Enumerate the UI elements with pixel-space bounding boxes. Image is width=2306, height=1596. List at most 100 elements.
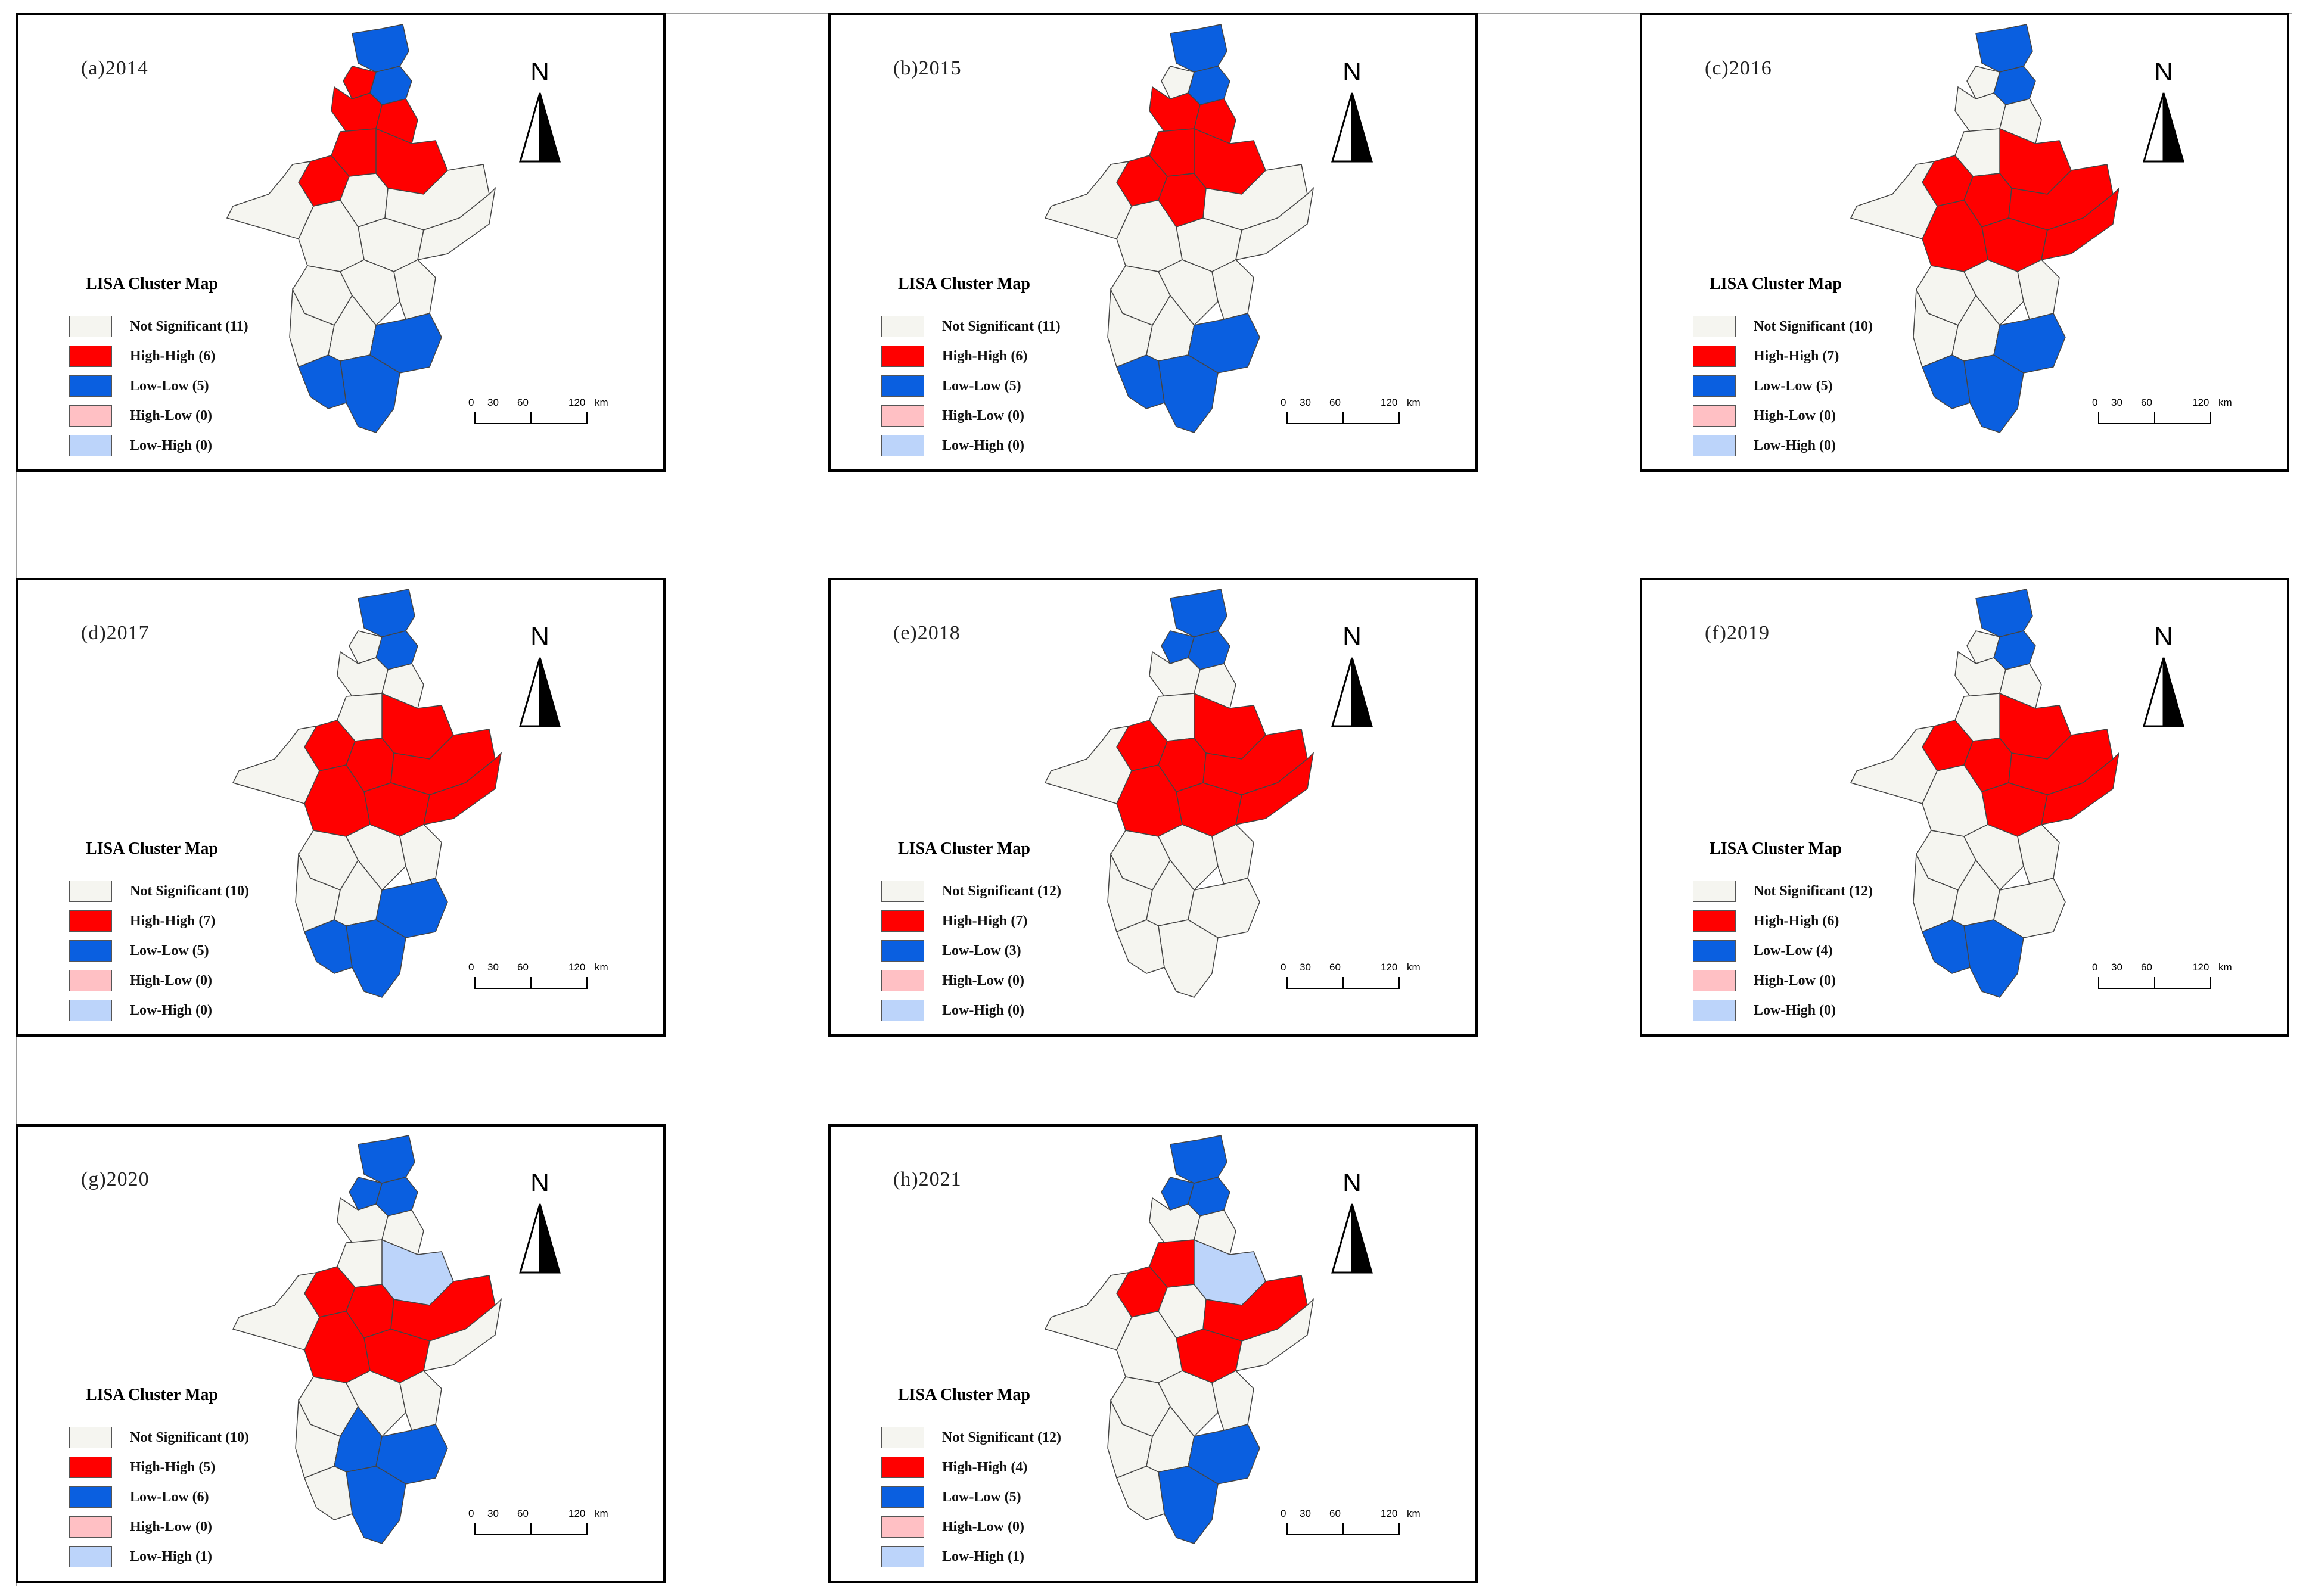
legend-low-low: Low-Low (5) (1693, 371, 1873, 401)
scale-unit: km (1407, 397, 1421, 408)
district-region (340, 354, 400, 433)
district-region (1116, 354, 1165, 409)
panel-title: (a)2014 (81, 57, 148, 79)
district-region (1235, 1298, 1314, 1371)
district-region (358, 589, 415, 637)
district-region (2017, 259, 2060, 320)
panel-title: (f)2019 (1705, 622, 1770, 644)
scale-tick-label: 30 (487, 962, 499, 973)
legend-label: High-Low (0) (1754, 407, 1836, 424)
legend-high-low: High-Low (0) (881, 1512, 1061, 1542)
legend: LISA Cluster Map Not Significant (10) Hig… (1693, 275, 1873, 461)
choropleth-map (1850, 589, 2120, 998)
legend: LISA Cluster Map Not Significant (12) Hig… (881, 839, 1061, 1025)
north-arrow: N (519, 57, 561, 164)
legend-label: Low-Low (5) (130, 942, 209, 959)
district-region (2041, 186, 2120, 260)
legend-low-low: Low-Low (4) (1693, 936, 1873, 966)
legend-high-low: High-Low (0) (69, 1512, 249, 1542)
district-region (346, 1466, 406, 1544)
legend-swatch (1693, 910, 1736, 932)
scale-tick-label: 60 (1329, 1508, 1341, 1519)
scale-tick-label: 30 (1300, 397, 1311, 408)
legend-low-low: Low-Low (5) (69, 371, 248, 401)
choropleth-map (232, 589, 502, 998)
legend-label: Low-High (0) (130, 1002, 212, 1018)
legend-high-high: High-High (6) (881, 341, 1061, 371)
north-arrow-icon (1331, 92, 1373, 163)
scale-unit: km (595, 962, 608, 973)
north-arrow-icon (2143, 92, 2184, 163)
legend-high-high: High-High (6) (1693, 906, 1873, 936)
scale-tick-label: 60 (517, 397, 529, 408)
scale-tick-label: 0 (2092, 397, 2098, 408)
legend-swatch (69, 375, 112, 397)
legend-high-high: High-High (7) (1693, 341, 1873, 371)
scale-unit: km (595, 397, 608, 408)
panel-title: (h)2021 (893, 1168, 962, 1190)
legend-label: Low-Low (5) (942, 1489, 1021, 1505)
scale-tick-label: 120 (568, 397, 586, 408)
scale-bar: 0 30 60 120 km (1281, 397, 1435, 433)
district-region (1044, 161, 1132, 239)
legend-low-high: Low-High (1) (881, 1542, 1061, 1572)
legend-high-low: High-Low (0) (69, 966, 249, 995)
legend-swatch (69, 970, 112, 991)
legend: LISA Cluster Map Not Significant (10) Hig… (69, 1386, 249, 1572)
choropleth-map (1044, 24, 1314, 433)
district-region (1850, 726, 1938, 804)
legend-swatch (881, 1486, 924, 1508)
legend-high-high: High-High (7) (881, 906, 1061, 936)
district-region (423, 1298, 502, 1371)
legend-not-significant: Not Significant (10) (1693, 312, 1873, 341)
scale-tick-label: 60 (517, 962, 529, 973)
legend-not-significant: Not Significant (10) (69, 1423, 249, 1452)
legend-not-significant: Not Significant (12) (1693, 876, 1873, 906)
scale-bar: 0 30 60 120 km (1281, 962, 1435, 997)
legend-label: Not Significant (11) (942, 318, 1061, 334)
map-panel-8: (h)2021 N LISA Cluster Map Not Significa… (828, 1124, 1478, 1583)
legend-swatch (1693, 1000, 1736, 1021)
district-region (1922, 354, 1971, 409)
legend: LISA Cluster Map Not Significant (10) Hig… (69, 839, 249, 1025)
choropleth-map (226, 24, 496, 433)
north-arrow-icon (2143, 657, 2184, 727)
map-panel-1: (a)2014 N LISA Cluster Map Not Significa… (16, 13, 666, 472)
scale-bar: 0 30 60 120 km (468, 962, 623, 997)
legend-title: LISA Cluster Map (86, 1386, 218, 1404)
legend-high-low: High-Low (0) (881, 401, 1061, 431)
legend-swatch (881, 375, 924, 397)
district-region (346, 919, 406, 998)
legend-low-high: Low-High (0) (881, 995, 1061, 1025)
legend-swatch (69, 1000, 112, 1021)
legend-swatch (69, 1546, 112, 1567)
scale-tick-label: 120 (1381, 397, 1398, 408)
legend-swatch (69, 405, 112, 427)
legend-label: Low-High (0) (130, 437, 212, 453)
scale-tick-label: 30 (487, 1508, 499, 1519)
legend: LISA Cluster Map Not Significant (12) Hig… (1693, 839, 1873, 1025)
legend-low-low: Low-Low (5) (881, 371, 1061, 401)
panel-title: (d)2017 (81, 622, 150, 644)
map-panel-6: (f)2019 N LISA Cluster Map Not Significa… (1640, 578, 2289, 1037)
legend-title: LISA Cluster Map (898, 839, 1030, 858)
district-region (417, 186, 496, 260)
legend-swatch (881, 881, 924, 902)
panel-title: (b)2015 (893, 57, 962, 79)
legend-not-significant: Not Significant (10) (69, 876, 249, 906)
scale-tick-label: 30 (1300, 962, 1311, 973)
district-region (304, 1466, 353, 1520)
scale-tick-label: 120 (2192, 397, 2209, 408)
legend-low-high: Low-High (0) (69, 995, 249, 1025)
district-region (1158, 354, 1219, 433)
north-arrow: N (519, 1168, 561, 1275)
legend-label: Low-Low (3) (942, 942, 1021, 959)
legend-low-high: Low-High (0) (881, 431, 1061, 461)
scale-tick-label: 0 (1281, 962, 1286, 973)
panel-title: (g)2020 (81, 1168, 150, 1190)
legend-swatch (69, 435, 112, 456)
legend-swatch (1693, 405, 1736, 427)
district-region (1116, 919, 1165, 974)
legend-swatch (69, 346, 112, 367)
north-arrow: N (519, 622, 561, 729)
